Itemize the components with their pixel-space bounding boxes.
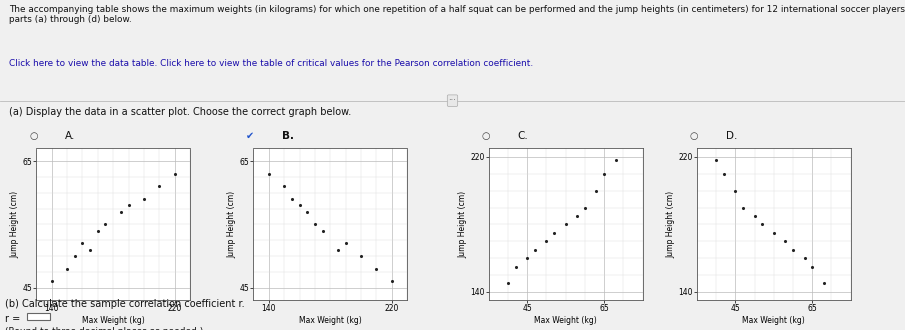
Point — [597, 171, 612, 177]
Point — [292, 203, 307, 208]
Point — [577, 205, 592, 210]
Point — [262, 171, 276, 177]
X-axis label: Max Weight (kg): Max Weight (kg) — [299, 316, 362, 325]
Point — [816, 281, 831, 286]
Point — [717, 171, 731, 177]
Point — [68, 253, 82, 259]
Point — [137, 196, 151, 202]
Point — [709, 158, 723, 163]
Point — [338, 241, 353, 246]
Point — [528, 247, 542, 252]
Point — [797, 255, 812, 261]
Text: Click here to view the data table. Click here to view the table of critical valu: Click here to view the data table. Click… — [9, 58, 533, 68]
Text: (b) Calculate the sample correlation coefficient r.: (b) Calculate the sample correlation coe… — [5, 299, 244, 309]
Point — [300, 209, 315, 214]
Point — [167, 171, 182, 177]
Text: C.: C. — [518, 131, 529, 141]
Text: ···: ··· — [449, 96, 456, 105]
Point — [500, 281, 515, 286]
Point — [277, 184, 291, 189]
Text: ✔: ✔ — [246, 131, 254, 141]
X-axis label: Max Weight (kg): Max Weight (kg) — [534, 316, 597, 325]
Point — [755, 222, 769, 227]
Point — [805, 264, 820, 269]
Text: (Round to three decimal places as needed.): (Round to three decimal places as needed… — [5, 327, 204, 330]
Point — [308, 222, 322, 227]
Y-axis label: Jump Height (cm): Jump Height (cm) — [228, 191, 237, 258]
Point — [748, 213, 762, 218]
Text: r =: r = — [5, 314, 20, 324]
Point — [44, 279, 59, 284]
Point — [558, 222, 573, 227]
Point — [354, 253, 368, 259]
Point — [736, 205, 750, 210]
Y-axis label: Jump Height (cm): Jump Height (cm) — [458, 191, 467, 258]
Text: (a) Display the data in a scatter plot. Choose the correct graph below.: (a) Display the data in a scatter plot. … — [9, 108, 351, 117]
Point — [385, 279, 399, 284]
Y-axis label: Jump Height (cm): Jump Height (cm) — [11, 191, 20, 258]
Text: ○: ○ — [690, 131, 698, 141]
FancyBboxPatch shape — [27, 313, 50, 320]
Text: A.: A. — [65, 131, 75, 141]
Point — [589, 188, 604, 193]
Point — [121, 203, 136, 208]
Point — [778, 239, 793, 244]
Point — [728, 188, 742, 193]
Point — [539, 239, 554, 244]
Point — [83, 247, 98, 252]
Text: B.: B. — [282, 131, 294, 141]
Point — [284, 196, 299, 202]
Y-axis label: Jump Height (cm): Jump Height (cm) — [666, 191, 675, 258]
Text: ○: ○ — [481, 131, 490, 141]
Point — [152, 184, 167, 189]
Point — [369, 266, 384, 271]
Point — [509, 264, 523, 269]
Point — [767, 230, 781, 236]
Text: ○: ○ — [29, 131, 37, 141]
Point — [316, 228, 330, 233]
Point — [331, 247, 346, 252]
X-axis label: Max Weight (kg): Max Weight (kg) — [81, 316, 145, 325]
Point — [90, 228, 105, 233]
Text: The accompanying table shows the maximum weights (in kilograms) for which one re: The accompanying table shows the maximum… — [9, 5, 905, 24]
Point — [570, 213, 585, 218]
Point — [60, 266, 74, 271]
Point — [547, 230, 561, 236]
Point — [114, 209, 129, 214]
Point — [608, 158, 623, 163]
Point — [520, 255, 535, 261]
Text: D.: D. — [726, 131, 738, 141]
Point — [786, 247, 800, 252]
Point — [98, 222, 112, 227]
Point — [75, 241, 90, 246]
X-axis label: Max Weight (kg): Max Weight (kg) — [742, 316, 805, 325]
